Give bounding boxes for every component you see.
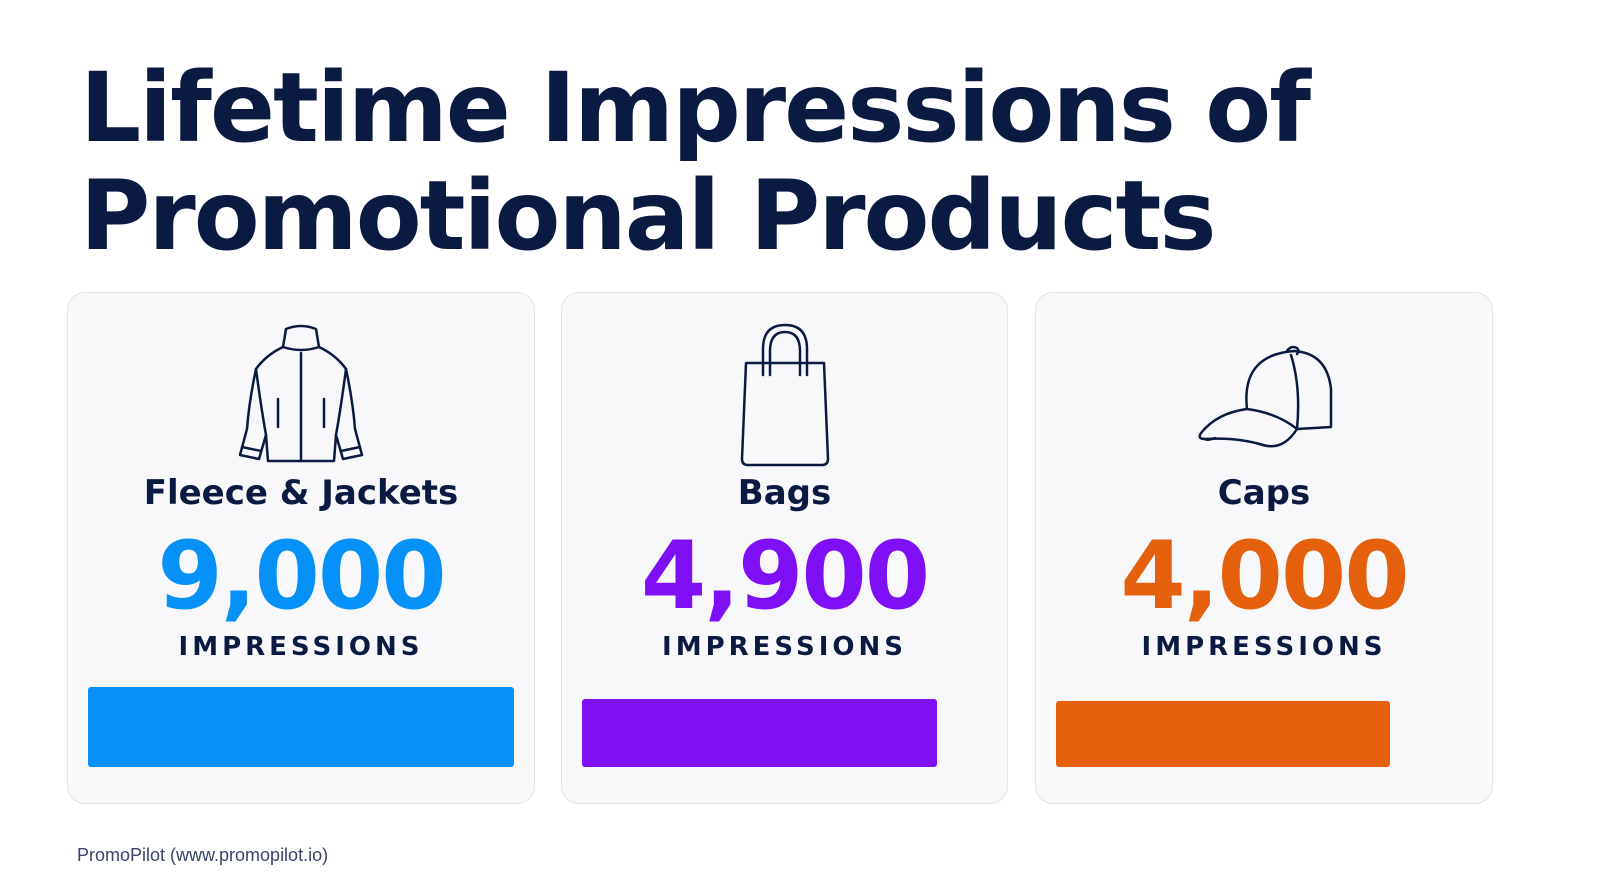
card-value: 9,000 — [157, 522, 446, 631]
page-title: Lifetime Impressions of Promotional Prod… — [80, 52, 1311, 272]
bar-caps — [1056, 701, 1390, 767]
card-label: Caps — [1217, 473, 1311, 513]
jacket-icon — [216, 317, 386, 467]
product-card-fleece-jackets: Fleece & Jackets 9,000 IMPRESSIONS — [67, 292, 535, 804]
card-value: 4,000 — [1120, 522, 1409, 631]
card-unit: IMPRESSIONS — [178, 632, 424, 662]
bag-icon — [700, 317, 870, 467]
cap-icon — [1179, 317, 1349, 467]
card-value: 4,900 — [640, 522, 930, 631]
card-label: Bags — [737, 473, 832, 513]
bar-fleece-jackets — [88, 687, 514, 767]
title-line-1: Lifetime Impressions of — [80, 52, 1311, 164]
card-unit: IMPRESSIONS — [1141, 632, 1387, 662]
title-line-2: Promotional Products — [80, 160, 1216, 272]
product-card-bags: Bags 4,900 IMPRESSIONS — [561, 292, 1008, 804]
product-card-caps: Caps 4,000 IMPRESSIONS — [1035, 292, 1493, 804]
source-credit: PromoPilot (www.promopilot.io) — [77, 845, 329, 865]
bar-bags — [582, 699, 937, 767]
card-label: Fleece & Jackets — [143, 473, 459, 513]
card-unit: IMPRESSIONS — [662, 632, 907, 662]
